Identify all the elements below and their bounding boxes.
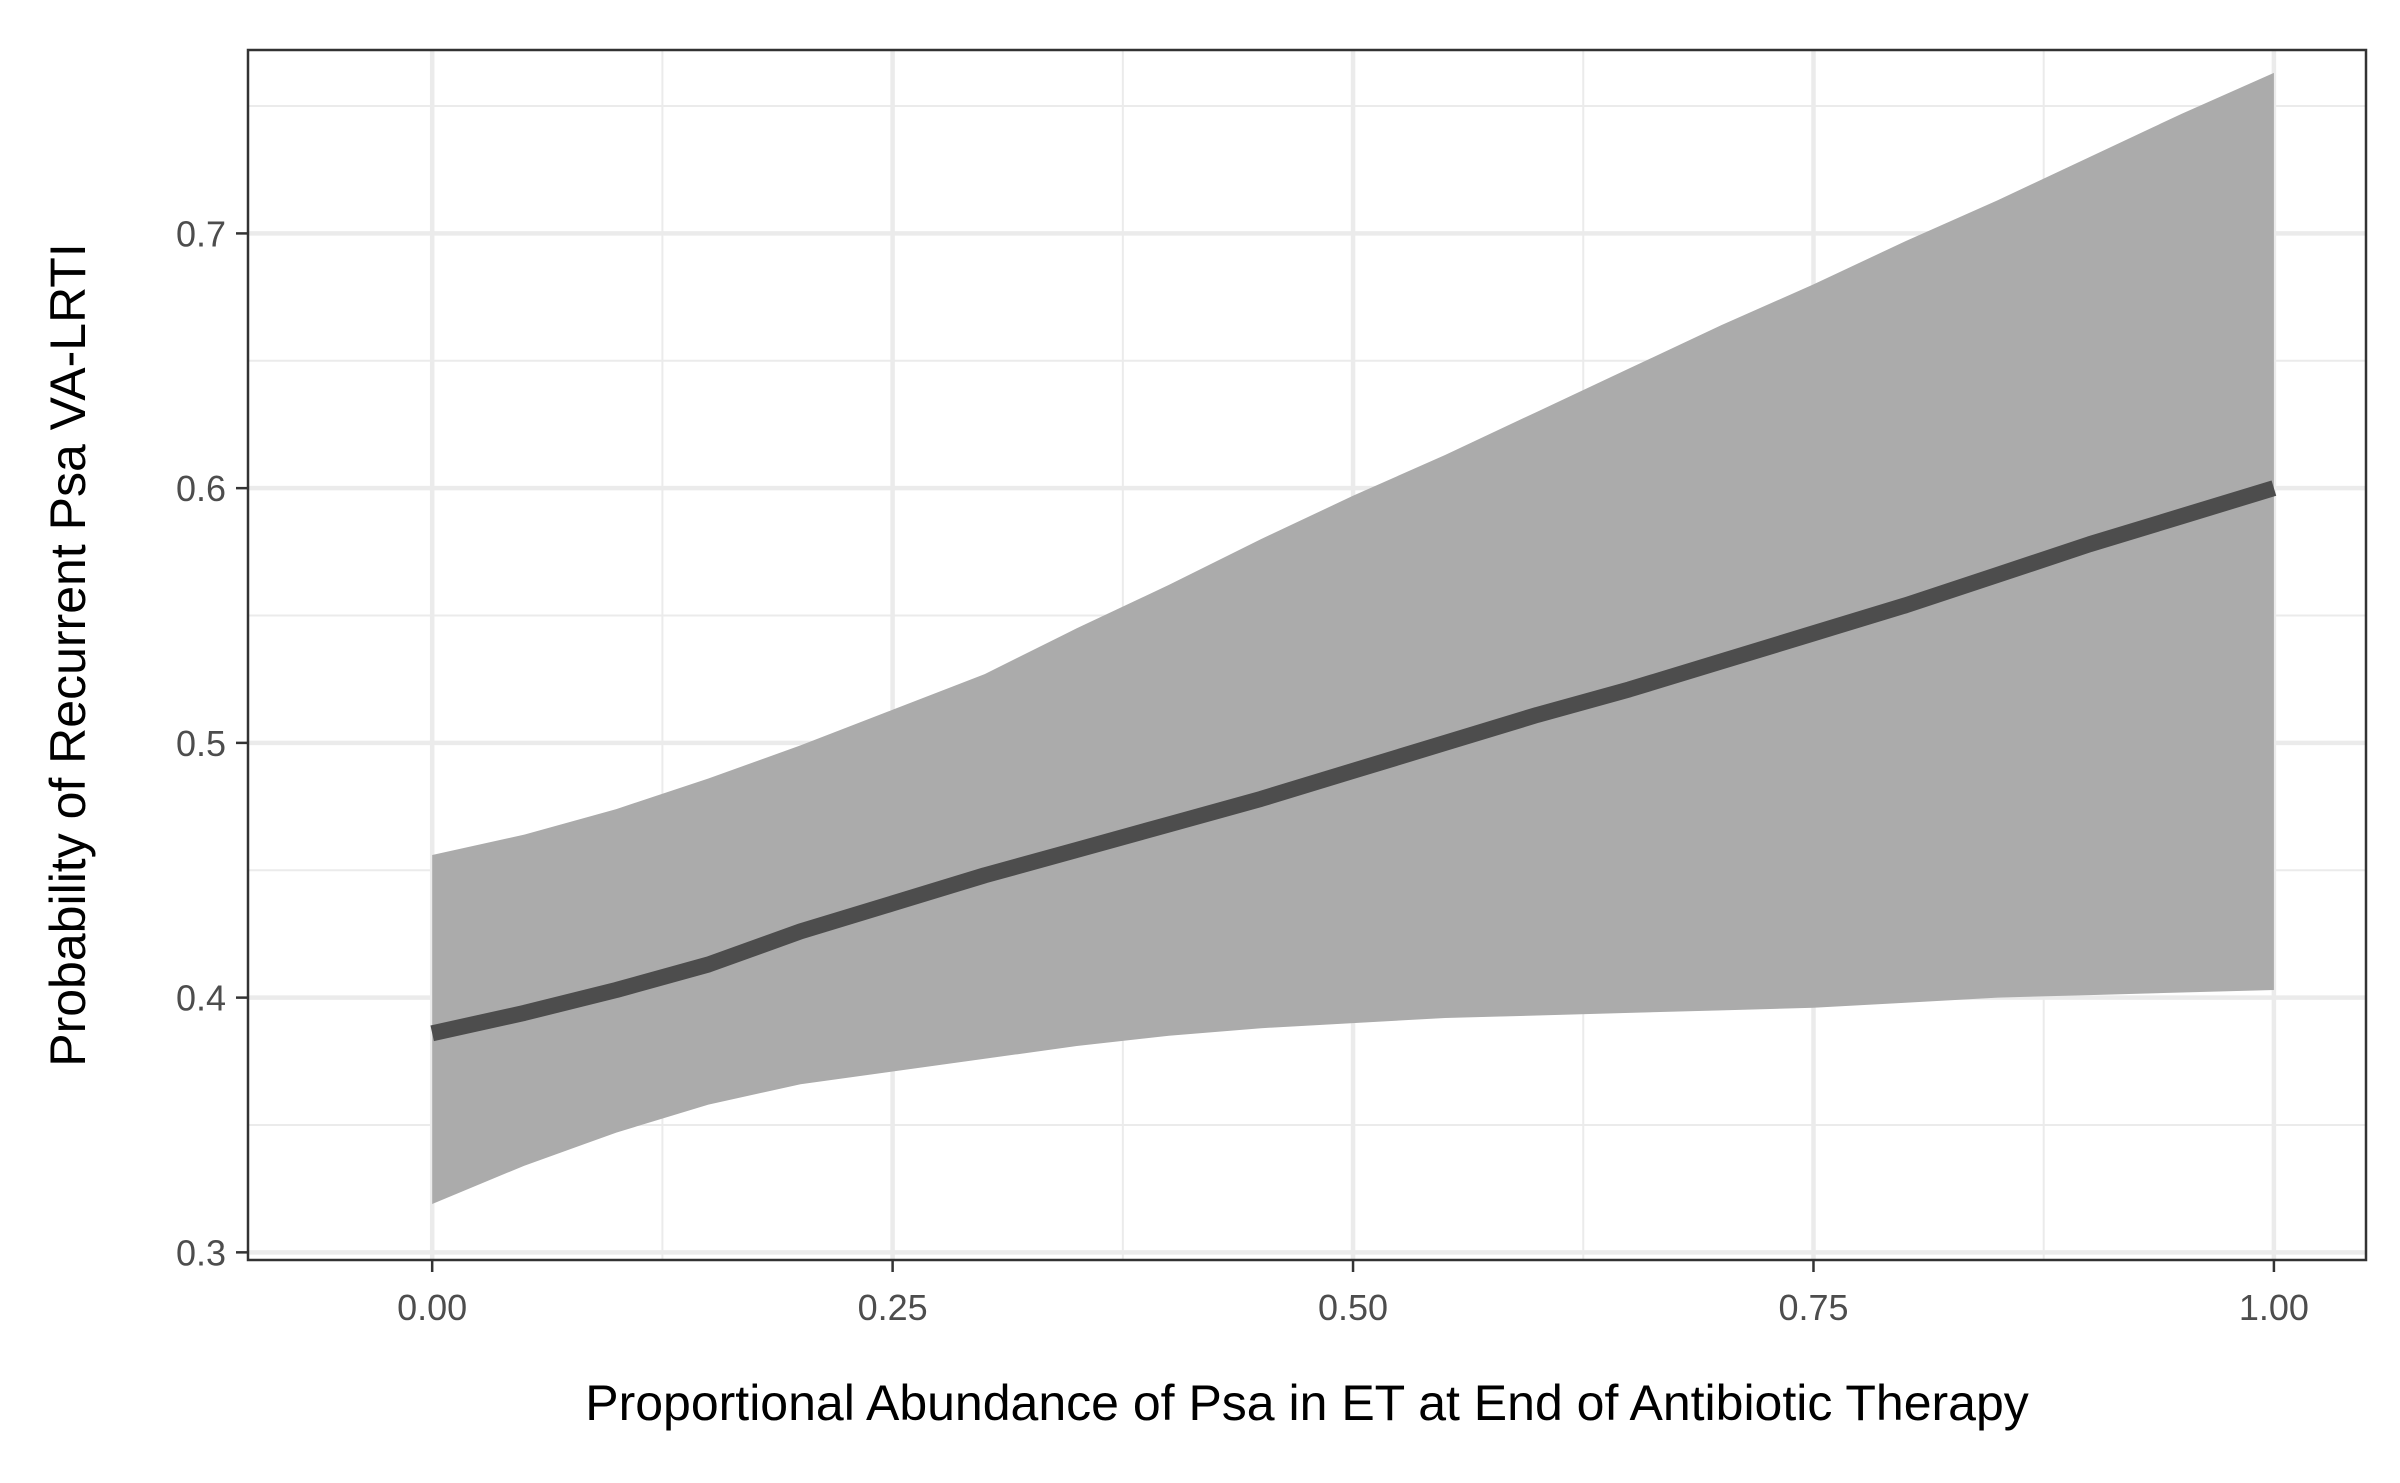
x-axis-title: Proportional Abundance of Psa in ET at E… <box>585 1375 2029 1431</box>
y-tick-label: 0.5 <box>176 723 226 764</box>
y-tick-label: 0.7 <box>176 213 226 254</box>
x-tick-label: 0.50 <box>1318 1287 1388 1328</box>
series-line <box>430 480 2277 1042</box>
plot-border <box>246 48 2368 1262</box>
x-axis: 0.00 0.25 0.50 0.75 1.00 <box>397 1260 2309 1328</box>
y-axis-title: Probability of Recurrent Psa VA-LRTI <box>40 243 96 1067</box>
x-tick-label: 1.00 <box>2239 1287 2309 1328</box>
y-tick-label: 0.4 <box>176 978 226 1019</box>
x-tick-label: 0.75 <box>1778 1287 1848 1328</box>
confidence-ribbon <box>432 72 2274 1204</box>
x-tick-label: 0.25 <box>858 1287 928 1328</box>
y-tick-label: 0.3 <box>176 1232 226 1273</box>
y-axis: 0.3 0.4 0.5 0.6 0.7 <box>176 213 248 1273</box>
y-tick-label: 0.6 <box>176 468 226 509</box>
x-tick-label: 0.00 <box>397 1287 467 1328</box>
